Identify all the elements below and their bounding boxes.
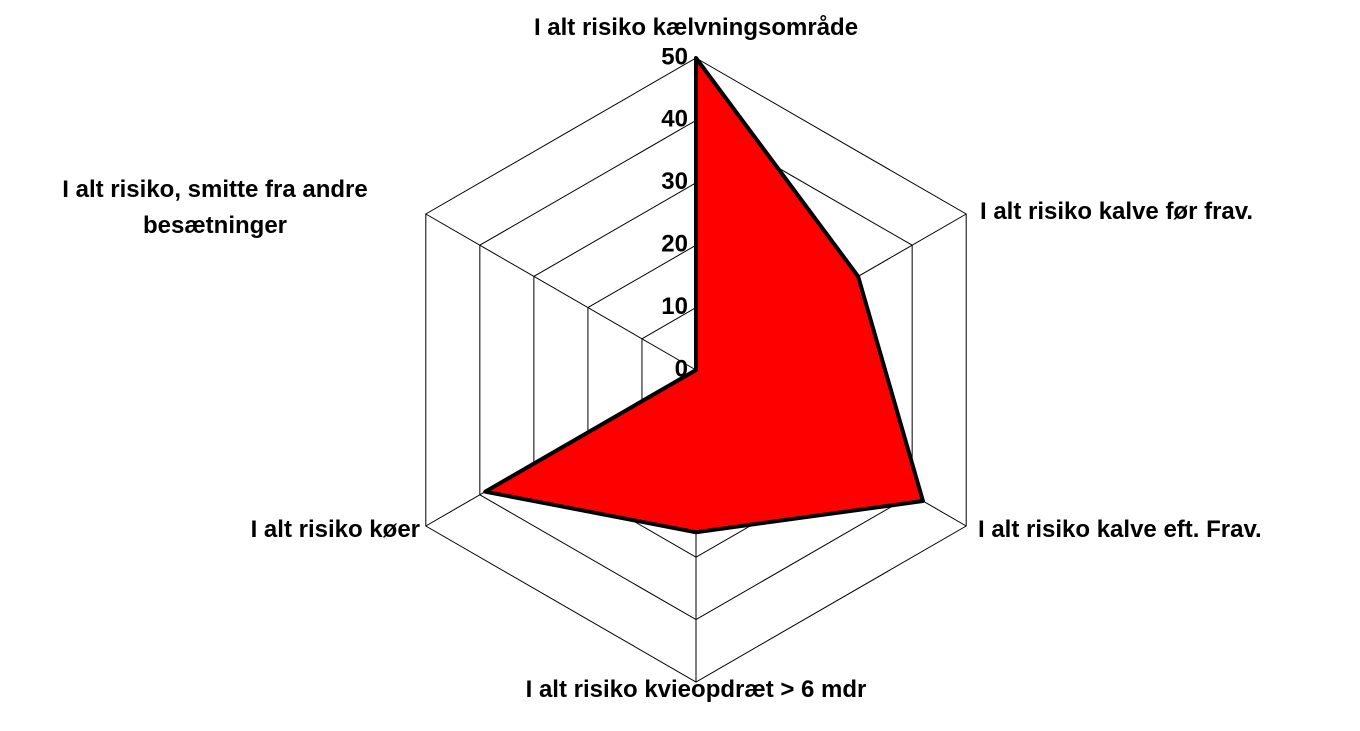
category-label: I alt risiko kalve eft. Frav.: [978, 516, 1262, 543]
category-label: I alt risiko, smitte fra andre besætning…: [62, 176, 368, 239]
tick-label: 40: [661, 106, 688, 133]
data-area: [483, 56, 925, 535]
category-label: I alt risiko kalve før frav.: [980, 198, 1254, 225]
category-label: I alt risiko kælvningsområde: [533, 14, 859, 41]
tick-label: 30: [661, 168, 688, 195]
tick-label: 20: [661, 231, 688, 258]
axis-line: [425, 213, 697, 371]
category-label: I alt risiko køer: [250, 516, 420, 543]
category-label: I alt risiko kvieopdræt > 6 mdr: [525, 676, 867, 703]
tick-label: 0: [675, 355, 688, 382]
tick-label: 50: [661, 43, 688, 70]
tick-label: 10: [661, 293, 688, 320]
